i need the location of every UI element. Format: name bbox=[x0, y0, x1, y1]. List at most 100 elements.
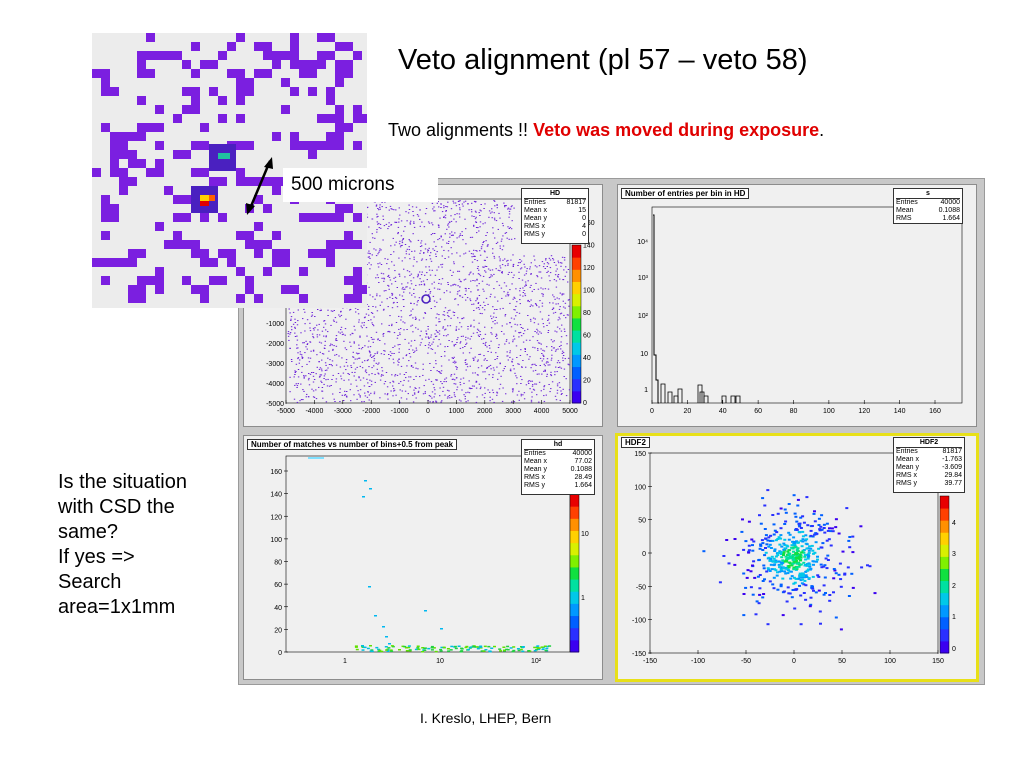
hd-point bbox=[405, 211, 407, 213]
hd-point bbox=[447, 325, 449, 327]
hd-point bbox=[567, 281, 569, 283]
plot-frame bbox=[651, 206, 963, 404]
hd-point bbox=[376, 368, 378, 370]
hd-point bbox=[379, 379, 382, 381]
palette-cell bbox=[940, 532, 949, 545]
matches-point bbox=[430, 647, 434, 649]
hd-point bbox=[524, 285, 526, 287]
matches-point bbox=[527, 650, 531, 652]
hd-point bbox=[304, 330, 306, 332]
hd-point bbox=[369, 241, 371, 243]
matches-point bbox=[421, 651, 425, 653]
hd-point bbox=[392, 395, 394, 397]
hd-point bbox=[535, 282, 537, 284]
zoom-cell bbox=[254, 42, 263, 51]
hdf2-cell bbox=[802, 561, 806, 564]
hd-point bbox=[417, 215, 420, 217]
side-line: same? bbox=[58, 521, 119, 543]
zoom-cell bbox=[146, 276, 164, 285]
hdf2-cell bbox=[776, 512, 780, 515]
hd-point bbox=[479, 215, 481, 216]
hd-point bbox=[562, 360, 564, 362]
hdf2-cell bbox=[790, 564, 794, 567]
palette-cell bbox=[570, 566, 579, 580]
zoom-cell bbox=[155, 141, 164, 150]
hd-point bbox=[494, 309, 496, 310]
matches-point bbox=[370, 649, 374, 651]
hdf2-cell bbox=[783, 570, 787, 573]
zoom-cell bbox=[227, 258, 236, 267]
matches-point bbox=[385, 636, 388, 638]
zoom-cell bbox=[272, 186, 281, 195]
hd-point bbox=[535, 303, 537, 305]
hd-point bbox=[468, 380, 470, 382]
hdf2-cell bbox=[780, 545, 784, 548]
panel-matches-vs-bins[interactable]: 1 10 10² 160 140 120 100 80 60 40 20 0 10 1 Number … bbox=[243, 435, 603, 680]
hd-point bbox=[510, 317, 513, 319]
hd-point bbox=[380, 227, 382, 229]
zoom-cell bbox=[308, 141, 317, 150]
hd-point bbox=[290, 318, 292, 320]
panel-entries-per-bin[interactable]: 0 20 40 60 80 100 120 140 160 10⁴ 10³ 10² 10 1 Numbe… bbox=[617, 184, 977, 427]
hd-point bbox=[432, 401, 434, 403]
hd-point bbox=[466, 366, 469, 368]
z-tick-label: 20 bbox=[583, 378, 591, 385]
hd-point bbox=[297, 347, 299, 349]
hd-point bbox=[521, 366, 523, 368]
hd-point bbox=[295, 383, 297, 385]
hd-point bbox=[546, 346, 548, 348]
panel-title: Number of entries per bin in HD bbox=[621, 188, 750, 199]
hd-point bbox=[524, 293, 526, 295]
hdf2-cell bbox=[766, 567, 770, 570]
hd-point bbox=[437, 266, 440, 268]
x-tick-label: -5000 bbox=[277, 408, 295, 415]
hd-point bbox=[346, 391, 348, 392]
hd-point bbox=[435, 253, 437, 255]
hd-point bbox=[501, 249, 504, 251]
hdf2-cell bbox=[793, 541, 797, 543]
hd-point bbox=[455, 366, 457, 368]
zoom-cell bbox=[137, 132, 146, 141]
hd-point bbox=[511, 358, 514, 360]
hd-point bbox=[304, 311, 306, 313]
hd-point bbox=[524, 348, 526, 349]
zoom-cell bbox=[236, 96, 245, 105]
hd-point bbox=[496, 391, 498, 393]
hd-point bbox=[344, 347, 346, 349]
hd-point bbox=[463, 382, 465, 384]
zoom-cell bbox=[353, 114, 362, 123]
hd-point bbox=[538, 401, 540, 403]
matches-point bbox=[479, 646, 483, 648]
zoom-cell bbox=[92, 258, 101, 267]
hdf2-cell bbox=[794, 515, 798, 518]
hd-point bbox=[304, 352, 306, 354]
hd-point bbox=[467, 391, 469, 393]
hd-point bbox=[396, 302, 398, 303]
hd-point bbox=[541, 302, 544, 304]
hd-point bbox=[409, 222, 411, 224]
panel-hdf2[interactable]: -150 -100 -50 0 50 100 150 150 100 50 0 -50 -100 -15… bbox=[615, 433, 979, 682]
hd-point bbox=[431, 343, 433, 345]
hd-point bbox=[479, 221, 482, 223]
hd-point bbox=[441, 211, 444, 213]
hd-point bbox=[390, 245, 392, 247]
hd-point bbox=[453, 383, 455, 385]
hd-point bbox=[490, 368, 492, 370]
hd-point bbox=[447, 256, 450, 258]
hd-point bbox=[432, 208, 434, 210]
hd-point bbox=[409, 356, 412, 358]
hd-point bbox=[424, 345, 427, 346]
hd-point bbox=[343, 400, 345, 401]
hd-point bbox=[372, 341, 374, 343]
hd-point bbox=[441, 263, 444, 265]
hd-point bbox=[388, 354, 390, 355]
hd-point bbox=[419, 344, 421, 346]
hd-point bbox=[361, 327, 363, 329]
hdf2-cell bbox=[787, 565, 791, 567]
hist-bar bbox=[667, 391, 673, 403]
hd-point bbox=[520, 349, 522, 351]
hd-point bbox=[476, 278, 478, 280]
hdf2-cell bbox=[803, 576, 806, 579]
y-tick-label: 50 bbox=[638, 518, 646, 525]
hd-point bbox=[525, 384, 528, 386]
